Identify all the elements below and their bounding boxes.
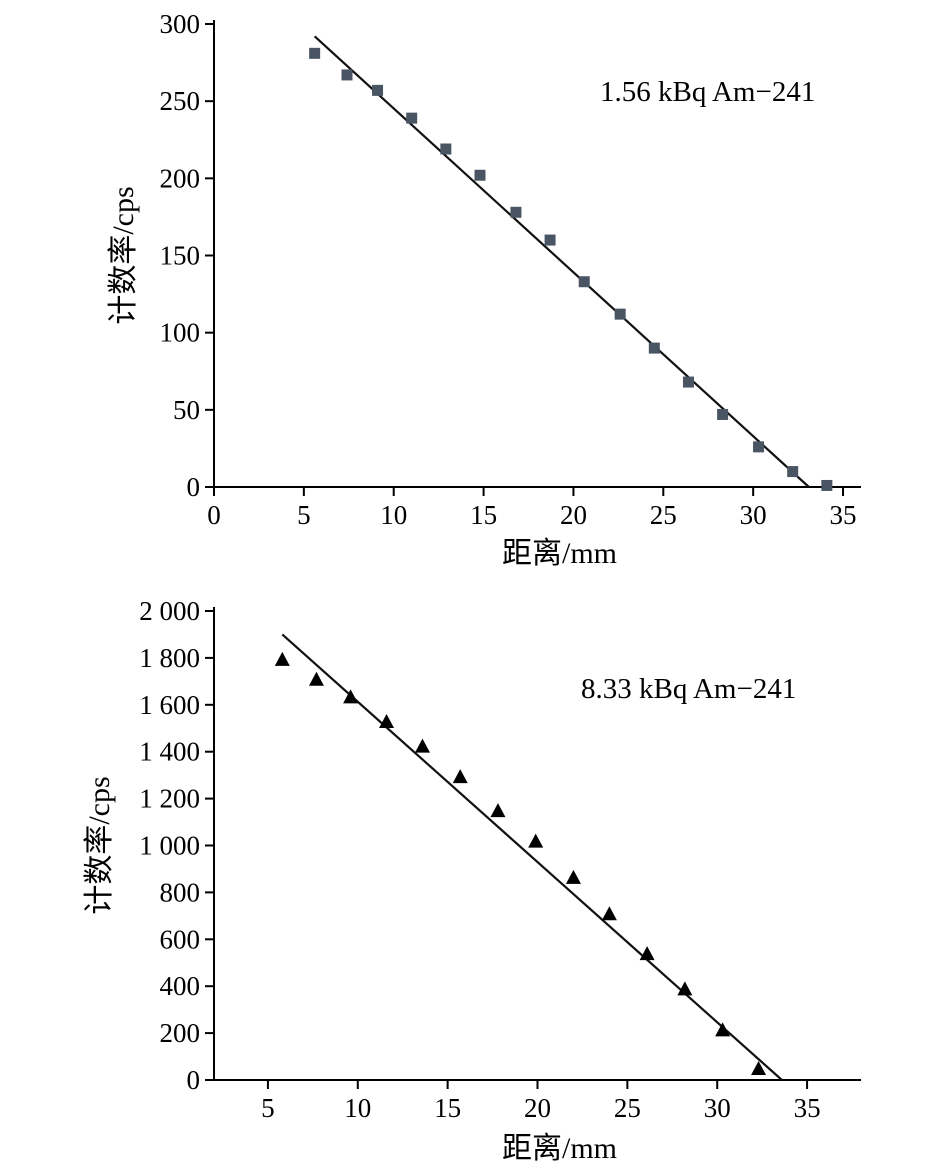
x-tick-label: 5: [261, 1093, 275, 1123]
y-tick-label: 400: [160, 971, 201, 1001]
y-axis-title: 计数率/cps: [107, 186, 140, 324]
data-point: [639, 946, 655, 961]
y-tick-label: 250: [160, 86, 201, 116]
x-tick-label: 25: [650, 500, 677, 530]
x-tick-label: 30: [704, 1093, 731, 1123]
data-point: [753, 441, 765, 453]
y-tick-label: 600: [160, 924, 201, 954]
x-axis-title: 距离/mm: [502, 537, 617, 570]
x-tick-label: 20: [560, 500, 587, 530]
y-tick-label: 1 000: [139, 831, 200, 861]
data-point: [379, 713, 395, 728]
x-tick-label: 25: [614, 1093, 641, 1123]
data-point: [528, 833, 544, 848]
y-tick-label: 1 600: [139, 690, 200, 720]
x-tick-label: 35: [794, 1093, 821, 1123]
data-point: [308, 671, 324, 686]
data-point: [601, 906, 617, 921]
data-point: [544, 234, 556, 246]
data-point: [372, 84, 384, 96]
data-point: [787, 466, 799, 478]
data-point: [677, 981, 693, 996]
source-annotation: 1.56 kBq Am−241: [600, 76, 815, 108]
x-tick-label: 0: [207, 500, 221, 530]
x-axis-title: 距离/mm: [502, 1132, 617, 1165]
x-tick-label: 20: [524, 1093, 551, 1123]
data-point: [565, 869, 581, 884]
y-tick-label: 1 800: [139, 643, 200, 673]
y-tick-label: 200: [160, 163, 201, 193]
y-tick-label: 50: [173, 395, 200, 425]
y-tick-label: 200: [160, 1018, 201, 1048]
x-tick-label: 10: [344, 1093, 371, 1123]
x-tick-label: 15: [434, 1093, 461, 1123]
data-point: [274, 651, 290, 666]
data-point: [309, 47, 321, 59]
fit-line: [281, 633, 783, 1081]
data-point: [578, 276, 590, 288]
x-tick-label: 10: [380, 500, 407, 530]
chart-bottom-8.33kbq: 0 200 400 600 800 1 000 1 200 1 400 1 600 1 800 2 …: [83, 596, 861, 1165]
data-point: [614, 308, 626, 320]
chart-top-1.56kbq: 0 50 100 150 200 250 300 0 5 10 15 20 25 30 35 距离/mm 计数率…: [107, 9, 861, 570]
source-annotation: 8.33 kBq Am−241: [581, 673, 796, 705]
data-point: [341, 69, 353, 81]
data-point: [715, 1022, 731, 1037]
data-point: [414, 738, 430, 753]
y-axis-title: 计数率/cps: [83, 776, 116, 914]
y-tick-label: 1 200: [139, 784, 200, 814]
x-tick-label: 30: [740, 500, 767, 530]
y-tick-label: 800: [160, 877, 201, 907]
data-point: [490, 803, 506, 818]
y-tick-label: 150: [160, 241, 201, 271]
data-point: [717, 408, 729, 420]
data-point: [474, 169, 486, 181]
x-tick-label: 35: [830, 500, 857, 530]
data-point: [821, 479, 833, 491]
y-tick-label: 100: [160, 318, 201, 348]
data-point: [510, 206, 522, 218]
data-point: [343, 689, 359, 704]
x-tick-label: 15: [470, 500, 497, 530]
y-tick-label: 2 000: [139, 596, 200, 626]
data-point: [751, 1061, 767, 1076]
data-point: [648, 342, 660, 354]
x-tick-label: 5: [297, 500, 311, 530]
y-tick-label: 0: [187, 1065, 201, 1095]
y-tick-label: 1 400: [139, 737, 200, 767]
data-point: [452, 769, 468, 784]
y-tick-label: 0: [187, 472, 201, 502]
data-point: [682, 376, 694, 388]
data-point: [440, 143, 452, 155]
data-point: [406, 112, 418, 124]
y-tick-label: 300: [160, 9, 201, 39]
